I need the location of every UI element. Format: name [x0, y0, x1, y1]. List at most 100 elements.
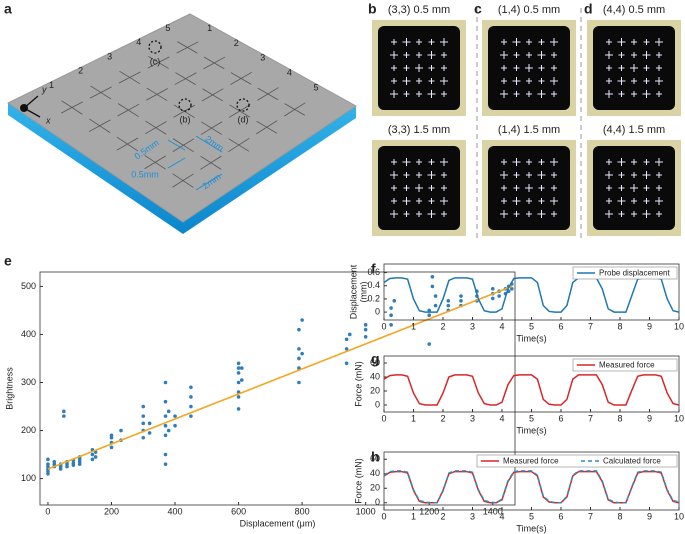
scatter-point [490, 287, 495, 291]
scatter-point [109, 445, 114, 450]
x-tick-label: 2 [440, 413, 445, 423]
scatter-point [173, 414, 177, 418]
y-tick-label: 300 [21, 377, 36, 387]
scatter-point [236, 361, 241, 366]
x-axis-label: Time(s) [516, 333, 546, 343]
y-tick-label: 400 [21, 329, 36, 339]
cross [90, 85, 112, 100]
y-tick-label: 500 [21, 281, 36, 291]
scatter-point [347, 332, 352, 337]
scatter-point [430, 284, 435, 289]
scatter-point [236, 407, 241, 411]
x-tick-label: 5 [529, 413, 534, 423]
scatter-point [147, 421, 152, 426]
scatter-point [236, 380, 241, 385]
y-tick-label: 60 [370, 454, 380, 464]
x-tick-label: 8 [617, 321, 622, 331]
scatter-point [344, 347, 349, 351]
legend-box [476, 454, 678, 468]
scatter-point [189, 404, 193, 409]
scatter-point [173, 423, 177, 428]
y-tick-label: 0 [375, 306, 380, 316]
x-tick-label: 5 [529, 321, 534, 331]
scatter-point [90, 457, 95, 462]
scatter-point [446, 303, 451, 308]
scatter-point [163, 380, 168, 385]
series-line [383, 470, 680, 504]
scatter-point [93, 455, 98, 459]
panel-label: h [371, 449, 380, 465]
panel-label: d [584, 1, 593, 17]
scatter-point [163, 423, 168, 428]
x-tick-label: 2 [440, 511, 445, 521]
scatter-point [166, 428, 171, 433]
y-tick-label: 20 [370, 385, 380, 395]
scatter-point [297, 347, 301, 351]
scatter-point [430, 275, 435, 279]
cross [144, 155, 166, 170]
x-tick-label: 3 [470, 413, 475, 423]
dimension-arrow [195, 135, 223, 153]
row-number: 3 [107, 51, 112, 61]
cross [256, 120, 278, 134]
scatter-point [163, 414, 168, 418]
scatter-point [459, 294, 463, 298]
photo-caption: (3,3) 0.5 mm [388, 4, 450, 16]
scatter-point [166, 409, 171, 414]
scatter-point [163, 452, 168, 457]
scatter-point [446, 299, 451, 303]
x-tick-label: 7 [588, 413, 593, 423]
scatter-point [392, 299, 397, 303]
cross [200, 155, 222, 170]
y-tick-label: 200 [21, 425, 36, 435]
point-label: (d) [238, 114, 249, 124]
x-tick-label: 7 [588, 321, 593, 331]
x-tick-label: 10 [674, 511, 684, 521]
board-top [7, 13, 357, 223]
dimension-arrow [167, 157, 186, 169]
cross [172, 138, 194, 153]
dimension-arrow [167, 139, 186, 151]
scatter-point [62, 414, 66, 418]
col-number: 2 [234, 38, 239, 48]
x-tick-label: 1 [411, 511, 416, 521]
legend-label: Calculated force [603, 457, 661, 466]
dimension-arrow [195, 173, 223, 191]
photo-caption: (4,4) 0.5 mm [603, 4, 665, 16]
y-tick-label: 100 [21, 473, 36, 483]
cross [172, 173, 194, 188]
scatter-point [141, 421, 146, 426]
x-tick-label: 8 [617, 413, 622, 423]
cross [228, 138, 250, 152]
x-axis-label: Displacement (μm) [240, 518, 316, 528]
scatter-point [510, 287, 514, 291]
panel-label: f [371, 261, 376, 277]
panel-label: b [368, 1, 377, 17]
dimension: 0.5mm [131, 169, 159, 179]
x-tick-label: 9 [647, 413, 652, 423]
scatter-point [300, 351, 304, 356]
scatter-point [363, 327, 368, 332]
photo-caption: (4,4) 1.5 mm [603, 124, 665, 136]
y-axis-label: Displacement [348, 264, 358, 319]
row-number: 5 [165, 23, 170, 33]
scatter-point [46, 462, 50, 466]
col-number: 1 [207, 23, 212, 33]
legend-label: Measured force [599, 361, 655, 370]
col-number: 3 [260, 53, 265, 63]
axis-arrow [23, 95, 39, 109]
cross [177, 41, 198, 54]
scatter-point [297, 356, 301, 361]
axis-arrow [23, 107, 41, 118]
y-tick-label: 40 [370, 371, 380, 381]
y-tick-label: 0.2 [367, 293, 380, 303]
x-tick-label: 0 [381, 511, 386, 521]
y-tick-label: 0 [375, 497, 380, 507]
scatter-point [46, 471, 50, 476]
photo-caption: (1,4) 1.5 mm [498, 124, 560, 136]
fit-line [47, 285, 513, 470]
legend-label: Measured force [503, 457, 559, 466]
x-tick-label: 0 [381, 321, 386, 331]
